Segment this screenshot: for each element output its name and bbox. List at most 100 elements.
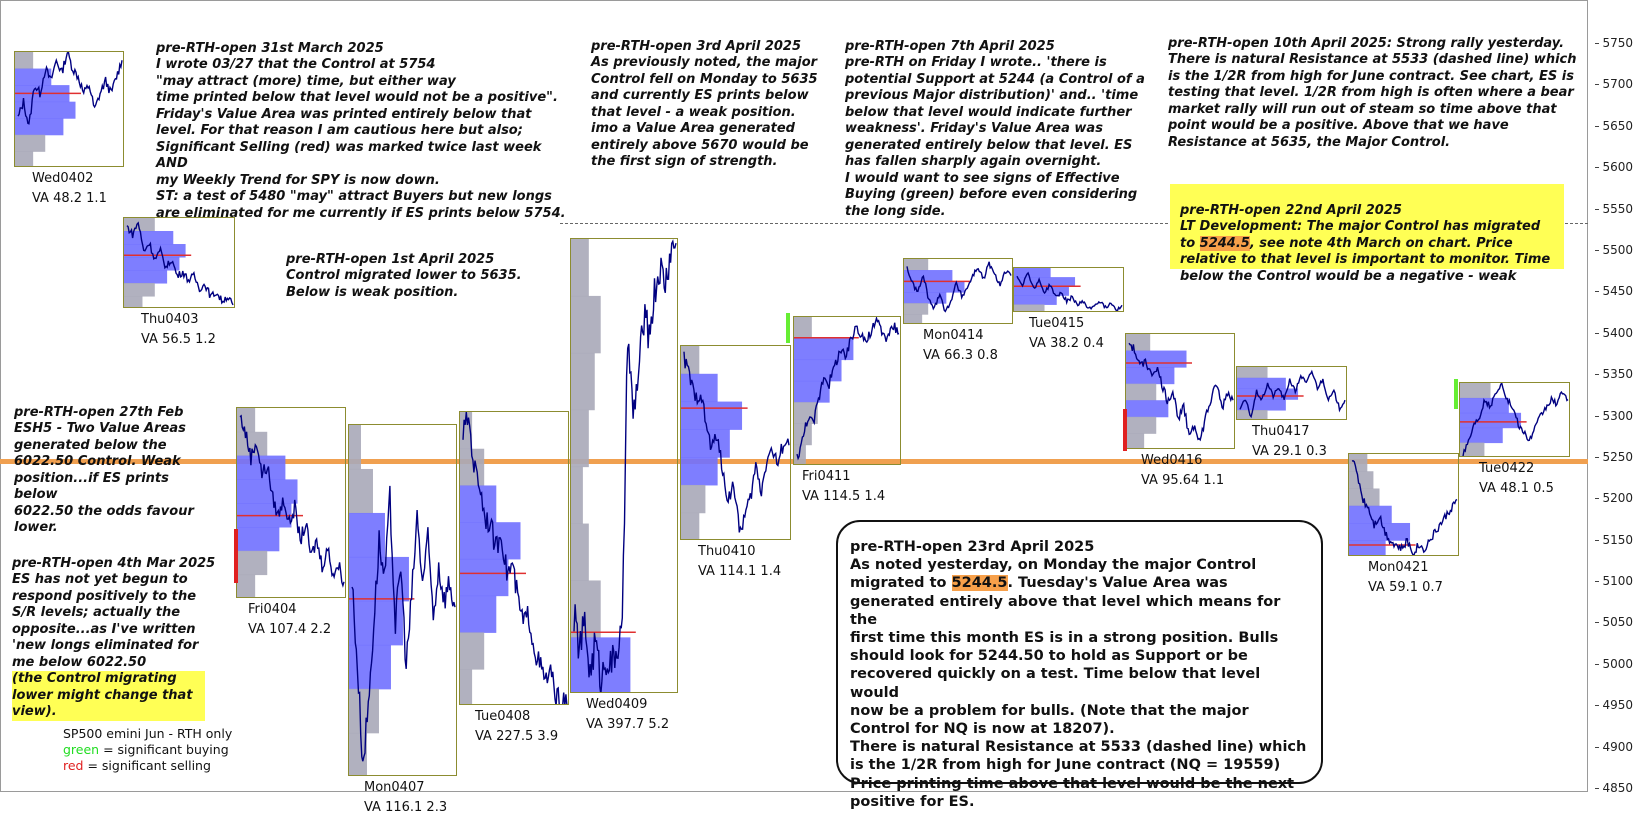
session-svg — [237, 408, 345, 597]
volume-profile-bar — [904, 314, 923, 324]
session-label: Fri0411 VA 114.5 1.4 — [802, 469, 885, 505]
volume-profile-bar — [460, 559, 509, 597]
legend-green-text: = significant buying — [99, 742, 229, 757]
y-tick-label: 5500 — [1595, 242, 1633, 257]
y-tick-label: 5350 — [1595, 367, 1633, 382]
session-label: Tue0415 VA 38.2 0.4 — [1029, 316, 1104, 352]
volume-profile-bar — [681, 512, 700, 539]
volume-profile-bar — [1460, 383, 1491, 399]
volume-profile-bar — [904, 292, 947, 304]
session-svg — [15, 52, 123, 167]
session-label: Fri0404 VA 107.4 2.2 — [248, 602, 331, 638]
session-name: Tue0422 — [1479, 460, 1535, 476]
volume-profile-bar — [681, 346, 700, 375]
session-label: Thu0403 VA 56.5 1.2 — [141, 312, 216, 348]
legend-buying: green = significant buying — [63, 742, 232, 758]
session-name: Mon0421 — [1368, 560, 1429, 576]
session-label: Mon0421 VA 59.1 0.7 — [1368, 560, 1443, 596]
session-svg — [460, 412, 568, 705]
session-name: Wed0402 — [32, 171, 94, 187]
note-7-april: pre-RTH-open 7th April 2025 pre-RTH on Fr… — [845, 22, 1145, 220]
price-line — [1128, 342, 1234, 442]
volume-profile-bar — [571, 295, 601, 353]
session-box-tue0415 — [1013, 266, 1124, 313]
volume-profile-bar — [237, 479, 298, 504]
volume-profile-bar — [1126, 399, 1169, 417]
volume-profile-bar — [124, 269, 168, 284]
note-text: to — [1180, 235, 1200, 251]
y-tick-label: 5750 — [1595, 36, 1633, 50]
session-svg — [124, 217, 234, 307]
volume-profile-bar — [1460, 428, 1503, 444]
volume-profile-bar — [904, 259, 929, 271]
price-line — [1239, 369, 1346, 419]
volume-profile-bar — [15, 135, 46, 153]
volume-profile-bar — [237, 527, 280, 552]
note-title: pre-RTH-open 22nd April 2025 — [1180, 202, 1402, 218]
volume-profile-bar — [124, 295, 143, 307]
session-name: Tue0415 — [1029, 316, 1085, 332]
session-label: Mon0407 VA 116.1 2.3 — [364, 780, 447, 816]
volume-profile-bar — [1126, 333, 1151, 351]
price-line — [906, 261, 1012, 313]
note-1-april: pre-RTH-open 1st April 2025 Control migra… — [286, 235, 546, 301]
note-title: pre-RTH-open 10th April 2025: Strong ral… — [1168, 35, 1565, 51]
legend-green-word: green — [63, 742, 100, 757]
session-name: Wed0416 — [1141, 452, 1203, 468]
volume-profile-bar — [904, 281, 965, 293]
price-line — [1016, 271, 1123, 312]
volume-profile-bar — [15, 52, 34, 70]
volume-profile-bar — [124, 243, 186, 258]
volume-profile-bar — [1349, 470, 1374, 489]
session-svg — [794, 317, 900, 465]
note-body: As previously noted, the major Control f… — [591, 55, 818, 169]
volume-profile-bar — [1126, 366, 1175, 384]
price-line — [1462, 383, 1569, 456]
session-box-tue0408 — [459, 411, 569, 706]
y-tick-label: 5300 — [1595, 408, 1633, 423]
volume-profile-bar — [681, 429, 730, 458]
session-box-fri0404 — [236, 407, 346, 598]
session-label: Wed0402 VA 48.2 1.1 — [32, 171, 107, 207]
session-box-thu0403 — [123, 216, 235, 308]
y-tick-label: 5600 — [1595, 160, 1633, 175]
session-value-area: VA 114.5 1.4 — [802, 489, 886, 505]
session-name: Mon0407 — [364, 779, 425, 795]
note-line: As noted yesterday, on Monday the major … — [850, 557, 1257, 574]
session-svg — [571, 238, 677, 692]
note-body: There is natural Resistance at 5533 (das… — [1168, 52, 1577, 150]
significant-selling-marker — [234, 529, 238, 583]
note-body: pre-RTH on Friday I wrote.. 'there is po… — [845, 55, 1145, 219]
y-tick-label: 5250 — [1595, 449, 1633, 464]
volume-profile-bar — [349, 556, 409, 602]
note-3-april: pre-RTH-open 3rd April 2025 As previously… — [591, 22, 831, 171]
price-line — [1351, 459, 1458, 556]
volume-profile-bar — [15, 151, 34, 167]
volume-profile-bar — [1014, 276, 1076, 287]
volume-profile-bar — [124, 217, 155, 232]
session-label: Tue0422 VA 48.1 0.5 — [1479, 461, 1554, 497]
price-line — [126, 221, 234, 306]
note-title: pre-RTH-open 7th April 2025 — [845, 38, 1055, 54]
volume-profile-bar — [1237, 377, 1286, 389]
resistance-dashed-line — [560, 222, 1588, 224]
note-4-march: pre-RTH-open 4th Mar 2025 ES has not yet … — [12, 539, 222, 721]
note-title: pre-RTH-open 4th Mar 2025 — [12, 555, 216, 571]
volume-profile-bar — [349, 732, 367, 775]
volume-profile-bar — [571, 523, 589, 581]
note-body: generated entirely above that level whic… — [850, 593, 1307, 810]
volume-profile-bar — [1349, 488, 1380, 506]
note-10-april: pre-RTH-open 10th April 2025: Strong ral… — [1168, 19, 1578, 151]
note-line: LT Development: The major Control has mi… — [1180, 219, 1541, 234]
price-line — [573, 238, 677, 692]
y-tick-label: 5050 — [1595, 615, 1633, 630]
note-title: pre-RTH-open 3rd April 2025 — [591, 38, 802, 54]
volume-profile-bar — [571, 466, 583, 524]
volume-profile-bar — [124, 256, 180, 271]
volume-profile-bar — [794, 381, 830, 403]
volume-profile-bar — [1126, 433, 1145, 448]
note-highlight: (the Control migrating lower might chang… — [12, 671, 205, 721]
volume-profile-bar — [1014, 285, 1069, 296]
y-tick-label: 5650 — [1595, 118, 1633, 133]
volume-profile-bar — [460, 485, 497, 524]
